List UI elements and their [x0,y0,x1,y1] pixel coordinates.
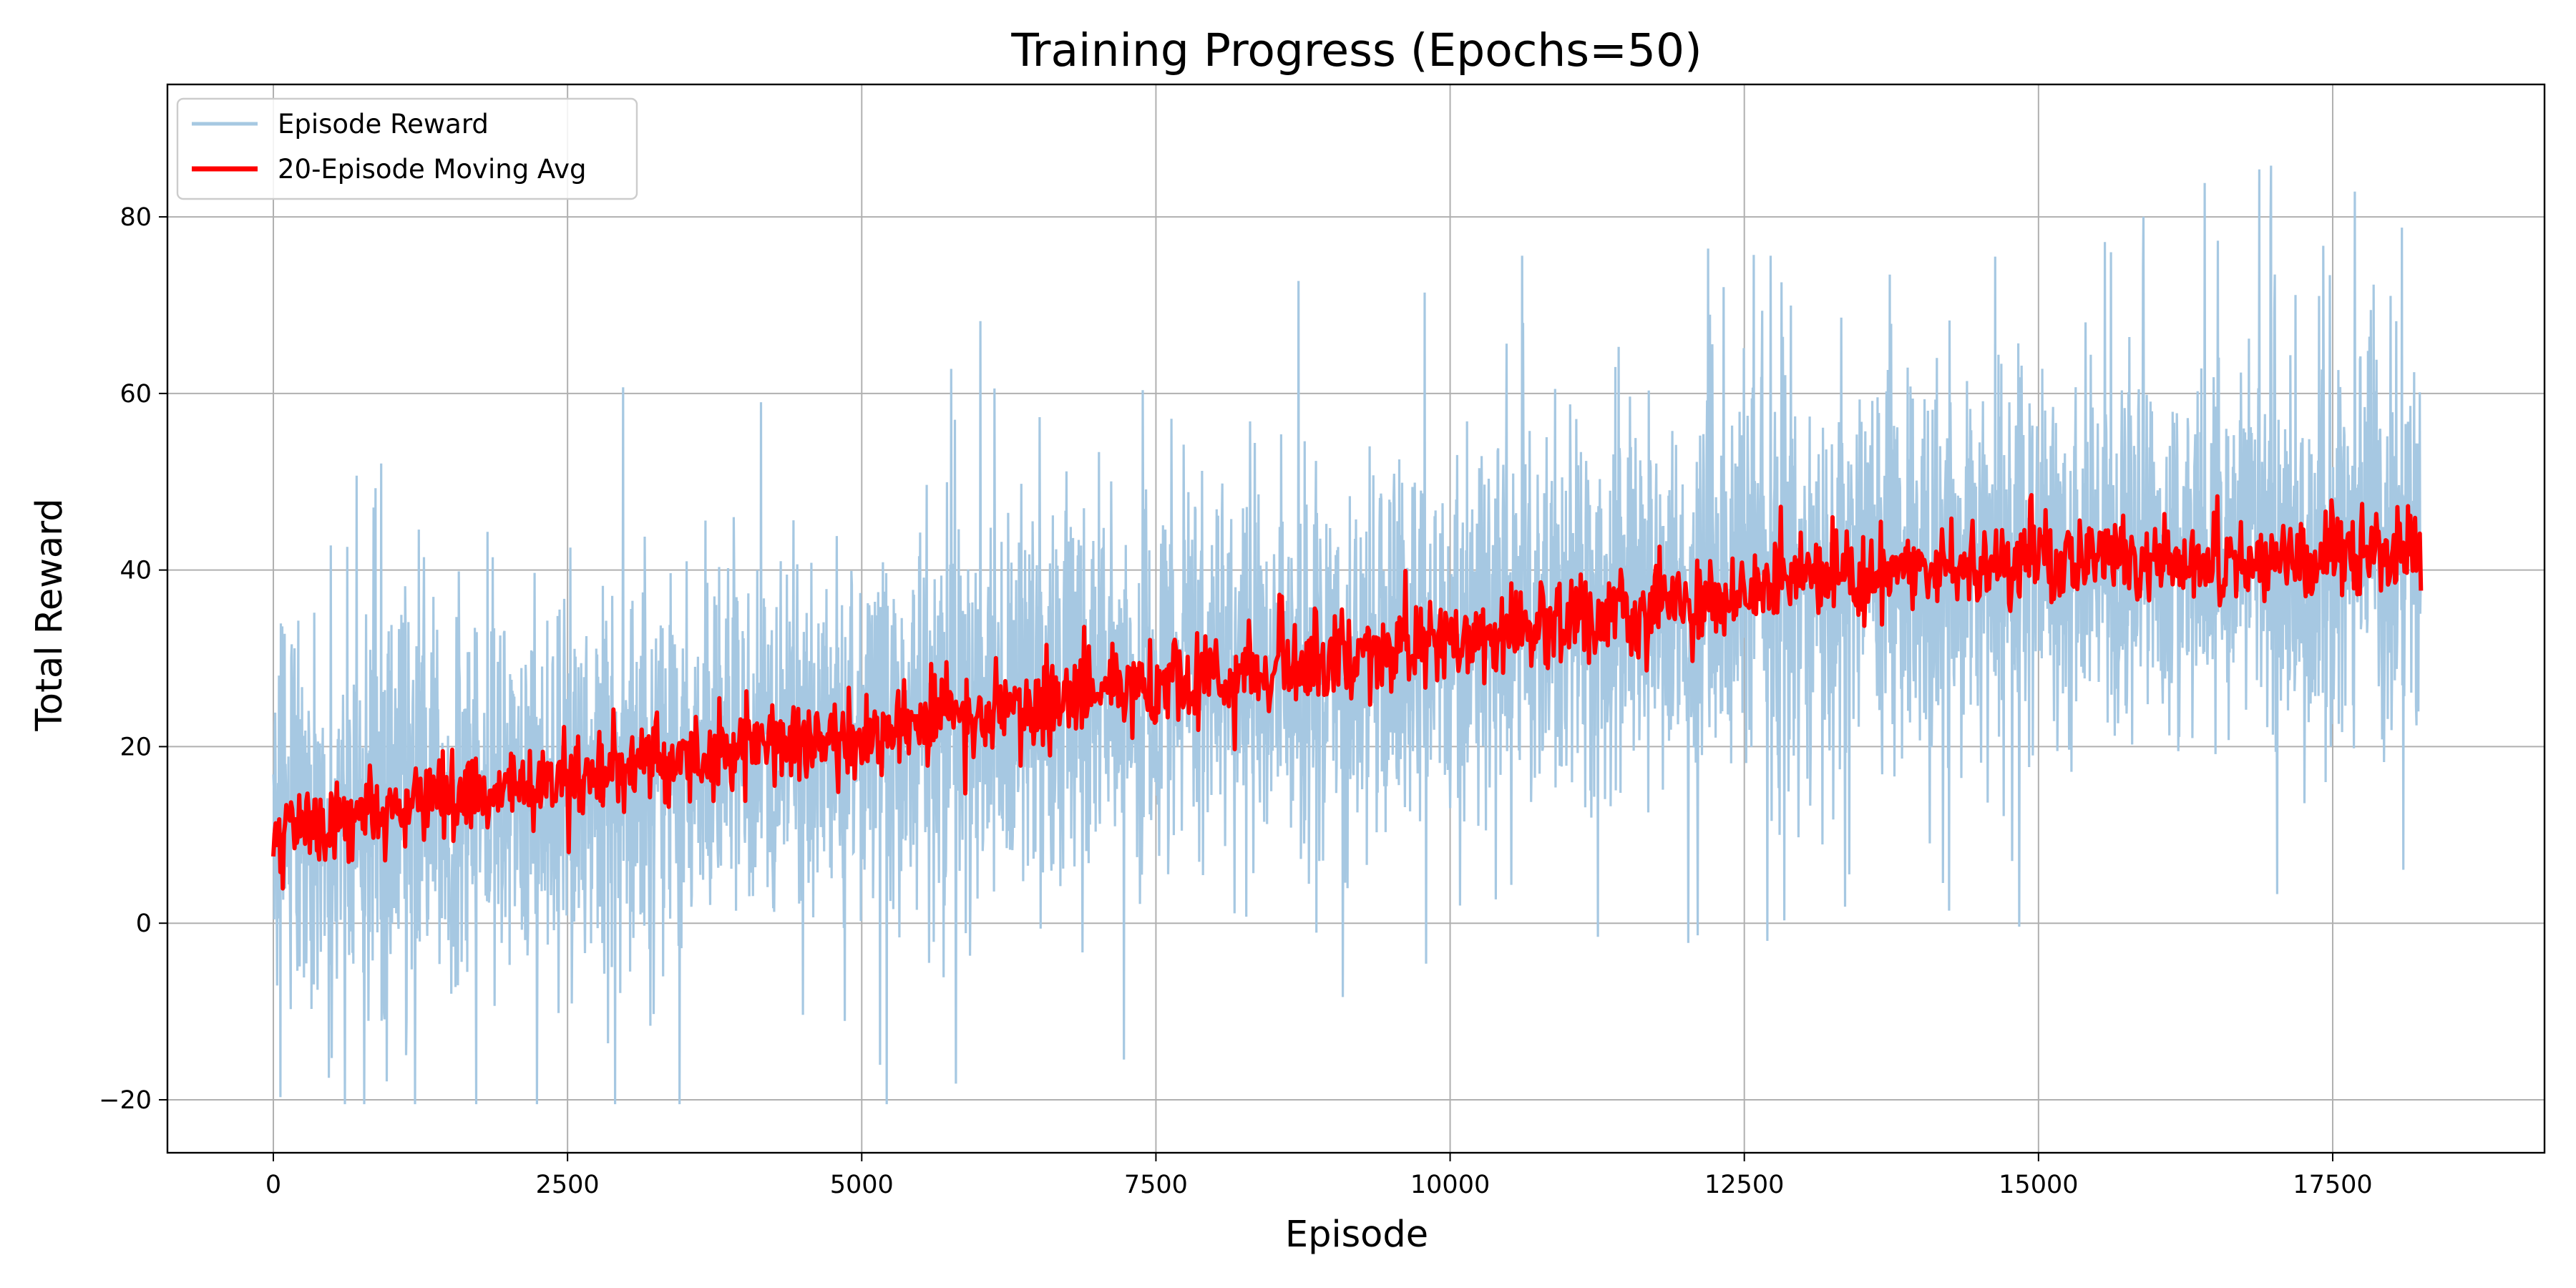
x-tick-label: 0 [265,1171,281,1199]
y-axis-ticks: −20 0 20 40 60 80 [99,203,167,1115]
x-axis-label: Episode [1285,1214,1428,1256]
x-tick-label: 5000 [830,1171,894,1199]
y-tick-label: 0 [136,909,152,938]
plot-frame [166,83,2546,1154]
x-tick-label: 10000 [1410,1171,1490,1199]
grid [167,84,2545,1153]
episode-reward-series [272,165,2422,1105]
x-tick-label: 17500 [2293,1171,2372,1199]
x-tick-label: 7500 [1124,1171,1188,1199]
y-tick-label: 80 [119,203,152,232]
x-axis-ticks: 0 2500 5000 7500 10000 12500 15000 17500 [265,1153,2373,1199]
episode-reward-line [272,165,2422,1105]
y-axis-label: Total Reward [29,498,71,731]
legend: Episode Reward 20-Episode Moving Avg [176,97,638,200]
x-tick-label: 12500 [1704,1171,1784,1199]
moving-avg-series [271,493,2424,891]
legend-label-moving-avg: 20-Episode Moving Avg [278,154,586,185]
x-tick-label: 2500 [536,1171,600,1199]
legend-box [176,97,638,200]
legend-label-episode-reward: Episode Reward [278,109,489,140]
y-tick-label: 60 [119,380,152,409]
moving-avg-line [271,493,2424,891]
chart-title: Training Progress (Epochs=50) [1010,24,1702,77]
x-tick-label: 15000 [1999,1171,2078,1199]
y-tick-label: −20 [99,1086,152,1115]
y-tick-label: 20 [119,733,152,761]
y-tick-label: 40 [119,557,152,585]
